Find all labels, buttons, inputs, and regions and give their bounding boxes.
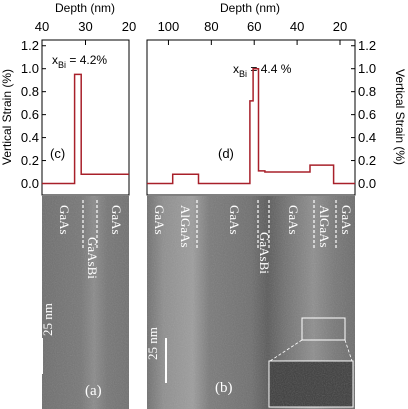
x-tick-label: 60 bbox=[247, 19, 261, 34]
y-tick-label: 0.8 bbox=[21, 84, 39, 99]
scale-bar-label: 25 nm bbox=[145, 327, 160, 360]
tem-a-layer-label: GaAs bbox=[109, 205, 124, 235]
y-tick-label: 1.0 bbox=[358, 61, 376, 76]
y-tick-label: 1.2 bbox=[21, 38, 39, 53]
y-tick-label: 0.2 bbox=[21, 153, 39, 168]
tem-image-b: GaAs AlGaAs GaAs GaAsBi GaAs AlGaAs GaAs… bbox=[145, 196, 355, 409]
strain-chart-d: Depth (nm) Vertical Strain (%) xBi = 4.4… bbox=[146, 1, 407, 196]
tem-a-layer-label: GaAsBi bbox=[85, 237, 100, 279]
tem-b-layer-label: GaAs bbox=[227, 205, 242, 235]
y-tick-label: 0.6 bbox=[21, 107, 39, 122]
x-tick-label: 40 bbox=[35, 19, 49, 34]
y-tick-label: 0.4 bbox=[358, 130, 376, 145]
y-axis-label: Vertical Strain (%) bbox=[0, 69, 14, 165]
tem-b-layer-label: GaAs bbox=[152, 205, 167, 235]
y-tick-label: 0.8 bbox=[358, 84, 376, 99]
x-tick-label: 40 bbox=[290, 19, 304, 34]
y-tick-label: 0.6 bbox=[358, 107, 376, 122]
x-tick-label: 80 bbox=[204, 19, 218, 34]
tem-a-layer-label: GaAs bbox=[57, 205, 72, 235]
panel-label-d: (d) bbox=[218, 146, 234, 161]
tem-b-layer-label: GaAs bbox=[286, 205, 301, 235]
tem-b-layer-label: AlGaAs bbox=[317, 205, 332, 248]
x-tick-label: 20 bbox=[122, 19, 136, 34]
panel-label-b: (b) bbox=[215, 380, 233, 396]
inset-region-box bbox=[301, 317, 346, 341]
tem-b-layer-label: AlGaAs bbox=[178, 205, 193, 248]
y-tick-label: 0.0 bbox=[358, 176, 376, 191]
x-axis-label: Depth (nm) bbox=[55, 1, 115, 15]
y-axis-label: Vertical Strain (%) bbox=[393, 69, 407, 165]
x-tick-label: 100 bbox=[158, 19, 180, 34]
strain-profile-line bbox=[42, 73, 129, 185]
composition-annotation: xBi = 4.4 % bbox=[233, 62, 292, 79]
plot-frame bbox=[146, 39, 356, 196]
x-tick-label: 30 bbox=[78, 19, 92, 34]
tem-image-a: GaAs GaAsBi GaAs 25 nm (a) bbox=[40, 196, 129, 409]
y-tick-label: 0.4 bbox=[21, 130, 39, 145]
panel-label-a: (a) bbox=[85, 383, 102, 399]
strain-chart-c: Depth (nm) Vertical Strain (%) xBi = 4.2… bbox=[0, 1, 136, 196]
y-tick-label: 0.2 bbox=[358, 153, 376, 168]
scale-bar-label: 25 nm bbox=[40, 303, 55, 336]
y-tick-label: 1.0 bbox=[21, 61, 39, 76]
x-axis-label: Depth (nm) bbox=[220, 1, 280, 15]
composition-annotation: xBi = 4.2% bbox=[52, 53, 107, 70]
y-tick-label: 0.0 bbox=[21, 176, 39, 191]
y-tick-label: 1.2 bbox=[358, 38, 376, 53]
x-tick-label: 20 bbox=[333, 19, 347, 34]
tem-b-layer-label: GaAsBi bbox=[257, 232, 272, 274]
tem-b-layer-label: GaAs bbox=[339, 205, 354, 235]
strain-profile-line bbox=[147, 67, 355, 185]
panel-label-c: (c) bbox=[50, 146, 65, 161]
